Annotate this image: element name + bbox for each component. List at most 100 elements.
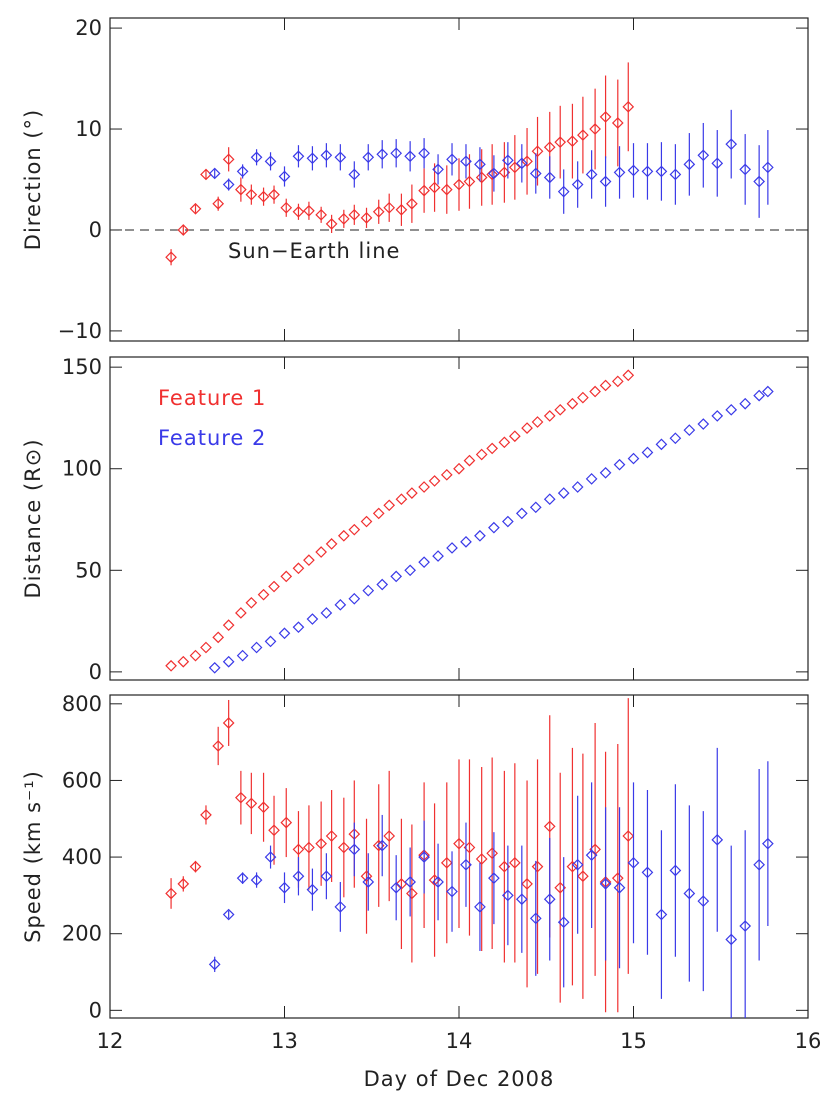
marker [208, 958, 221, 971]
marker [613, 458, 626, 471]
marker [571, 858, 584, 871]
marker [669, 864, 682, 877]
marker [320, 607, 333, 619]
marker [250, 641, 263, 654]
marker [303, 841, 315, 854]
marker [543, 493, 556, 506]
marker [655, 438, 668, 451]
marker [531, 416, 544, 428]
marker [306, 883, 319, 896]
marker [585, 473, 598, 485]
marker [515, 157, 528, 170]
marker [337, 529, 350, 542]
y-tick-label: 800 [62, 692, 102, 716]
marker [404, 564, 416, 577]
marker [268, 188, 280, 201]
marker [529, 912, 542, 925]
y-tick-label: 400 [62, 845, 102, 869]
marker [669, 432, 682, 445]
marker [432, 876, 444, 888]
marker [460, 536, 472, 548]
marker [292, 621, 305, 634]
marker [334, 598, 347, 611]
marker [669, 168, 682, 181]
marker [315, 208, 327, 221]
marker [725, 403, 738, 416]
marker [762, 161, 774, 174]
marker [235, 791, 247, 804]
marker [278, 170, 291, 183]
marker [711, 833, 724, 846]
marker [453, 837, 465, 850]
marker [268, 580, 280, 593]
marker [165, 659, 177, 672]
marker [406, 887, 418, 900]
legend-entry: Feature 2 [158, 426, 266, 450]
marker [460, 858, 472, 871]
marker [177, 655, 190, 668]
marker [566, 860, 579, 873]
marker [622, 830, 635, 842]
marker [222, 717, 235, 729]
marker [362, 584, 375, 597]
marker [334, 151, 347, 164]
marker [753, 389, 765, 402]
marker [257, 190, 270, 203]
marker [566, 135, 579, 147]
marker [268, 824, 280, 837]
marker [529, 167, 542, 180]
marker [395, 203, 408, 216]
marker [280, 570, 293, 583]
marker [325, 830, 338, 842]
marker [557, 916, 570, 929]
marker [320, 149, 333, 162]
y-tick-label: 20 [75, 16, 102, 40]
marker [502, 154, 514, 167]
marker [753, 175, 765, 188]
x-tick-label: 12 [97, 1029, 124, 1053]
marker [515, 893, 528, 906]
marker [390, 147, 403, 160]
marker [453, 462, 465, 475]
marker [739, 920, 752, 932]
marker [557, 185, 570, 198]
marker [404, 876, 416, 888]
marker [390, 570, 403, 583]
marker [325, 538, 338, 550]
marker [611, 375, 624, 388]
marker [589, 123, 601, 135]
marker [303, 204, 315, 217]
marker [488, 872, 500, 884]
marker [208, 661, 221, 674]
marker [372, 507, 385, 520]
y-tick-label: 600 [62, 768, 102, 792]
marker [498, 436, 511, 449]
marker [475, 448, 488, 461]
marker [577, 391, 589, 404]
marker [486, 847, 499, 860]
marker [320, 870, 333, 883]
marker [432, 163, 444, 176]
legend-entry: Feature 1 [158, 386, 266, 410]
marker [395, 493, 408, 506]
y-axis-label: Distance (R⊙) [21, 438, 45, 598]
marker [453, 178, 465, 191]
marker [278, 881, 291, 894]
marker [613, 166, 626, 179]
marker [292, 205, 305, 218]
marker [189, 202, 202, 215]
marker [404, 150, 416, 163]
marker [306, 613, 319, 625]
marker [711, 410, 724, 422]
marker [599, 379, 612, 392]
y-tick-label: 50 [75, 558, 102, 582]
y-tick-label: −10 [58, 319, 102, 343]
marker [383, 201, 396, 214]
marker [376, 578, 389, 591]
marker [315, 546, 327, 558]
marker [376, 148, 389, 161]
marker [697, 418, 710, 430]
marker [337, 841, 350, 854]
marker [622, 100, 635, 113]
